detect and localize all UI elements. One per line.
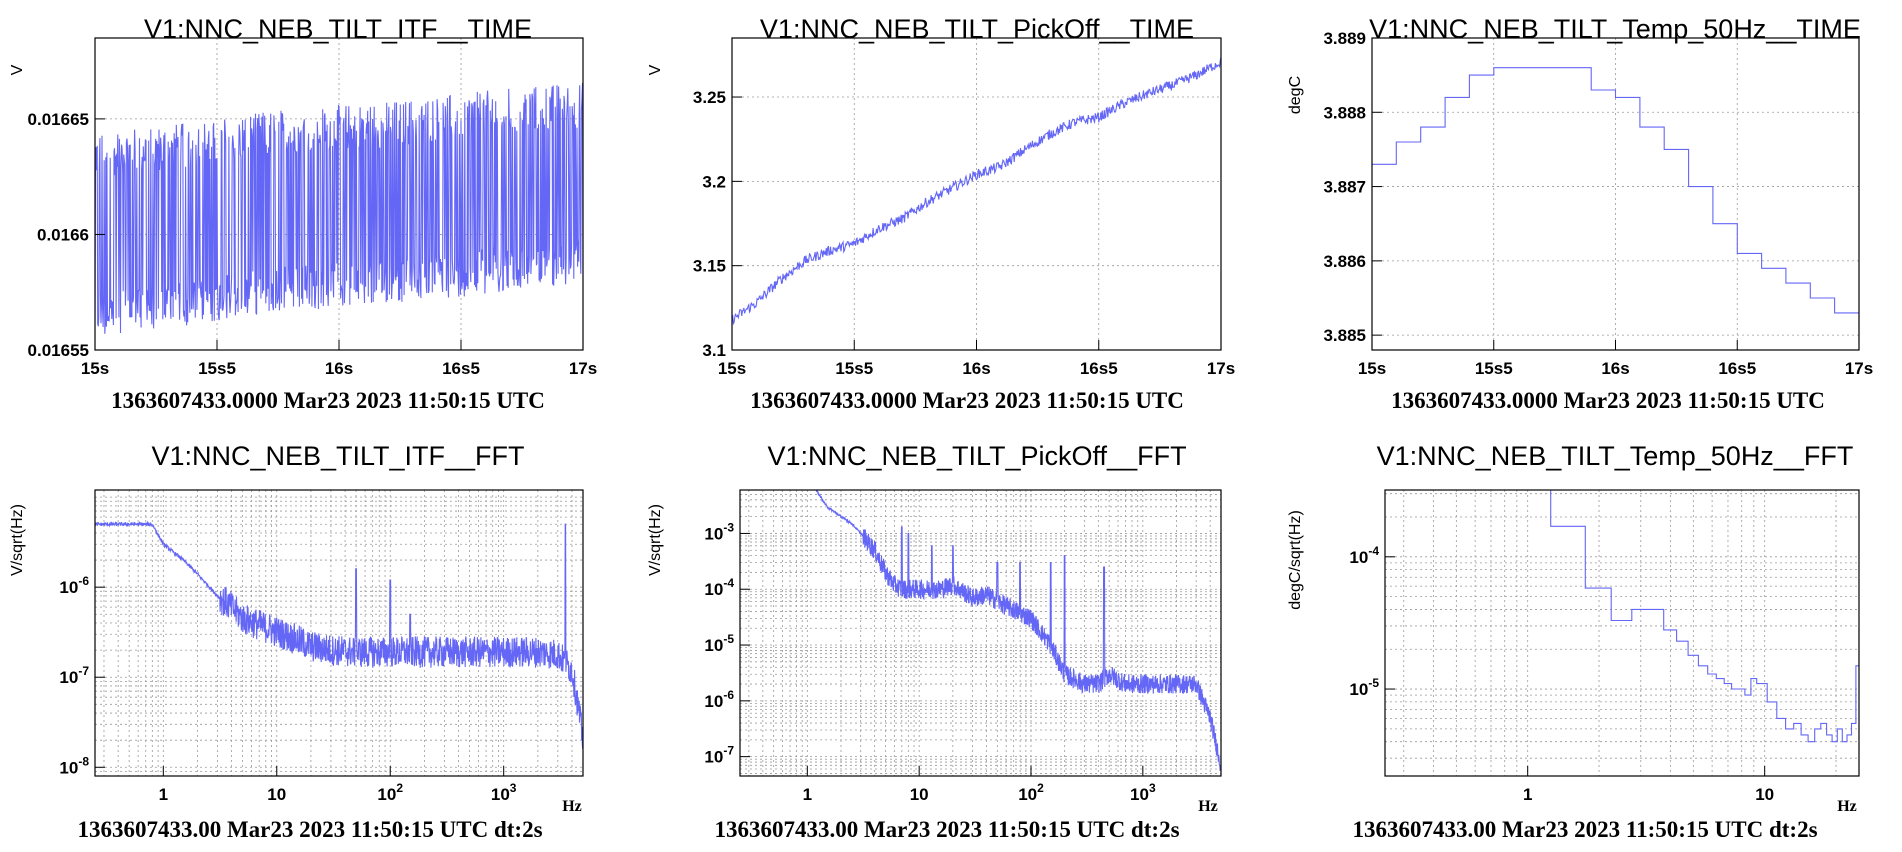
x-tick-label: 10 <box>1755 785 1774 804</box>
y-axis-label: V/sqrt(Hz) <box>647 504 664 576</box>
y-tick-label: 10-6 <box>59 574 89 597</box>
plot-frame <box>94 489 584 777</box>
y-tick-label: 10-4 <box>704 576 734 599</box>
chart-panel-4: 1 10 102 103 10-8 10-7 10-6 V1:NNC_NEB_TILT_ITF… <box>9 441 584 842</box>
y-tick-label: 10-3 <box>704 520 734 543</box>
x-tick-label: 16s <box>325 359 353 378</box>
x-tick-label: 15s5 <box>1475 359 1513 378</box>
x-tick-label: 15s <box>81 359 109 378</box>
chart-title: V1:NNC_NEB_TILT_ITF__TIME <box>144 14 532 44</box>
y-tick-label: 10-8 <box>59 754 89 777</box>
y-axis-label: V <box>9 64 26 75</box>
chart-title: V1:NNC_NEB_TILT_Temp_50Hz__FFT <box>1377 441 1854 471</box>
x-tick-label: 15s5 <box>198 359 236 378</box>
y-axis-label: degC/sqrt(Hz) <box>1287 510 1304 610</box>
x-tick-label: 17s <box>1207 359 1235 378</box>
x-tick-label: 16s5 <box>1080 359 1118 378</box>
chart-caption: 1363607433.00 Mar23 2023 11:50:15 UTC dt… <box>77 817 542 842</box>
data-series-line <box>1385 490 1859 743</box>
data-series-line <box>95 520 583 750</box>
y-tick-label: 10-7 <box>59 664 89 687</box>
y-tick-label: 10-5 <box>704 632 734 655</box>
y-tick-label: 10-6 <box>704 688 734 711</box>
y-tick-label: 10-7 <box>704 744 734 767</box>
chart-title: V1:NNC_NEB_TILT_PickOff__TIME <box>760 14 1194 44</box>
x-tick-label: 103 <box>1130 781 1156 804</box>
y-tick-label: 3.15 <box>693 257 726 276</box>
y-axis-label: V <box>647 64 664 75</box>
chart-panel-6: 1 10 10-5 10-4 V1:NNC_NEB_TILT_Temp_50Hz__FF… <box>1287 441 1860 842</box>
data-series-line <box>815 490 1221 771</box>
x-tick-label: 17s <box>1845 359 1873 378</box>
data-series-line <box>1372 67 1859 343</box>
x-tick-label: 102 <box>377 781 403 804</box>
chart-panel-5: 1 10 102 103 10-7 10-6 10-5 10-4 10-3 V1:NNC_NEB_… <box>647 441 1222 842</box>
plot-frame <box>1384 489 1860 777</box>
x-tick-label: 16s <box>962 359 990 378</box>
x-axis-label: Hz <box>1837 798 1857 815</box>
data-series-line <box>732 56 1221 326</box>
y-tick-label: 3.1 <box>702 341 726 360</box>
chart-panel-1: 15s 15s5 16s 16s5 17s 0.01655 0.0166 0.01665 V1:… <box>9 14 597 413</box>
y-tick-label: 10-4 <box>1349 544 1379 567</box>
x-tick-label: 15s5 <box>835 359 873 378</box>
x-tick-label: 15s <box>718 359 746 378</box>
x-tick-label: 10 <box>267 785 286 804</box>
plot-frame <box>739 489 1222 777</box>
x-axis-label: Hz <box>1198 798 1218 815</box>
y-tick-label: 3.888 <box>1323 103 1366 122</box>
x-axis-label: Hz <box>562 798 582 815</box>
x-tick-label: 1 <box>1523 785 1532 804</box>
y-tick-label: 10-5 <box>1349 676 1379 699</box>
x-tick-label: 17s <box>569 359 597 378</box>
x-tick-label: 103 <box>491 781 517 804</box>
x-tick-label: 1 <box>803 785 812 804</box>
y-tick-label: 3.886 <box>1323 252 1366 271</box>
y-tick-label: 3.2 <box>702 172 726 191</box>
y-tick-label: 3.885 <box>1323 326 1366 345</box>
y-axis-label: V/sqrt(Hz) <box>9 504 26 576</box>
y-tick-label: 0.0166 <box>37 225 89 244</box>
x-tick-label: 16s <box>1601 359 1629 378</box>
chart-caption: 1363607433.00 Mar23 2023 11:50:15 UTC dt… <box>714 817 1179 842</box>
x-tick-label: 16s5 <box>1718 359 1756 378</box>
y-axis-label: degC <box>1287 76 1304 114</box>
x-tick-label: 15s <box>1358 359 1386 378</box>
chart-caption: 1363607433.0000 Mar23 2023 11:50:15 UTC <box>750 388 1184 413</box>
y-tick-label: 0.01665 <box>28 110 89 129</box>
data-series-line <box>95 82 583 334</box>
x-tick-label: 102 <box>1018 781 1044 804</box>
chart-caption: 1363607433.00 Mar23 2023 11:50:15 UTC dt… <box>1352 817 1817 842</box>
chart-title: V1:NNC_NEB_TILT_ITF__FFT <box>151 441 524 471</box>
x-tick-label: 1 <box>159 785 168 804</box>
chart-title: V1:NNC_NEB_TILT_Temp_50Hz__TIME <box>1369 14 1861 44</box>
y-tick-label: 0.01655 <box>28 341 89 360</box>
y-tick-label: 3.25 <box>693 88 726 107</box>
y-tick-label: 3.889 <box>1323 29 1366 48</box>
y-tick-label: 3.887 <box>1323 178 1366 197</box>
x-tick-label: 16s5 <box>442 359 480 378</box>
chart-title: V1:NNC_NEB_TILT_PickOff__FFT <box>767 441 1186 471</box>
chart-caption: 1363607433.0000 Mar23 2023 11:50:15 UTC <box>1391 388 1825 413</box>
chart-panel-2: 15s 15s5 16s 16s5 17s 3.1 3.15 3.2 3.25 V1:NNC_NE… <box>647 14 1235 413</box>
chart-panel-3: 15s 15s5 16s 16s5 17s 3.885 3.886 3.887 3.888 3.8… <box>1287 14 1873 413</box>
x-tick-label: 10 <box>910 785 929 804</box>
chart-caption: 1363607433.0000 Mar23 2023 11:50:15 UTC <box>111 388 545 413</box>
